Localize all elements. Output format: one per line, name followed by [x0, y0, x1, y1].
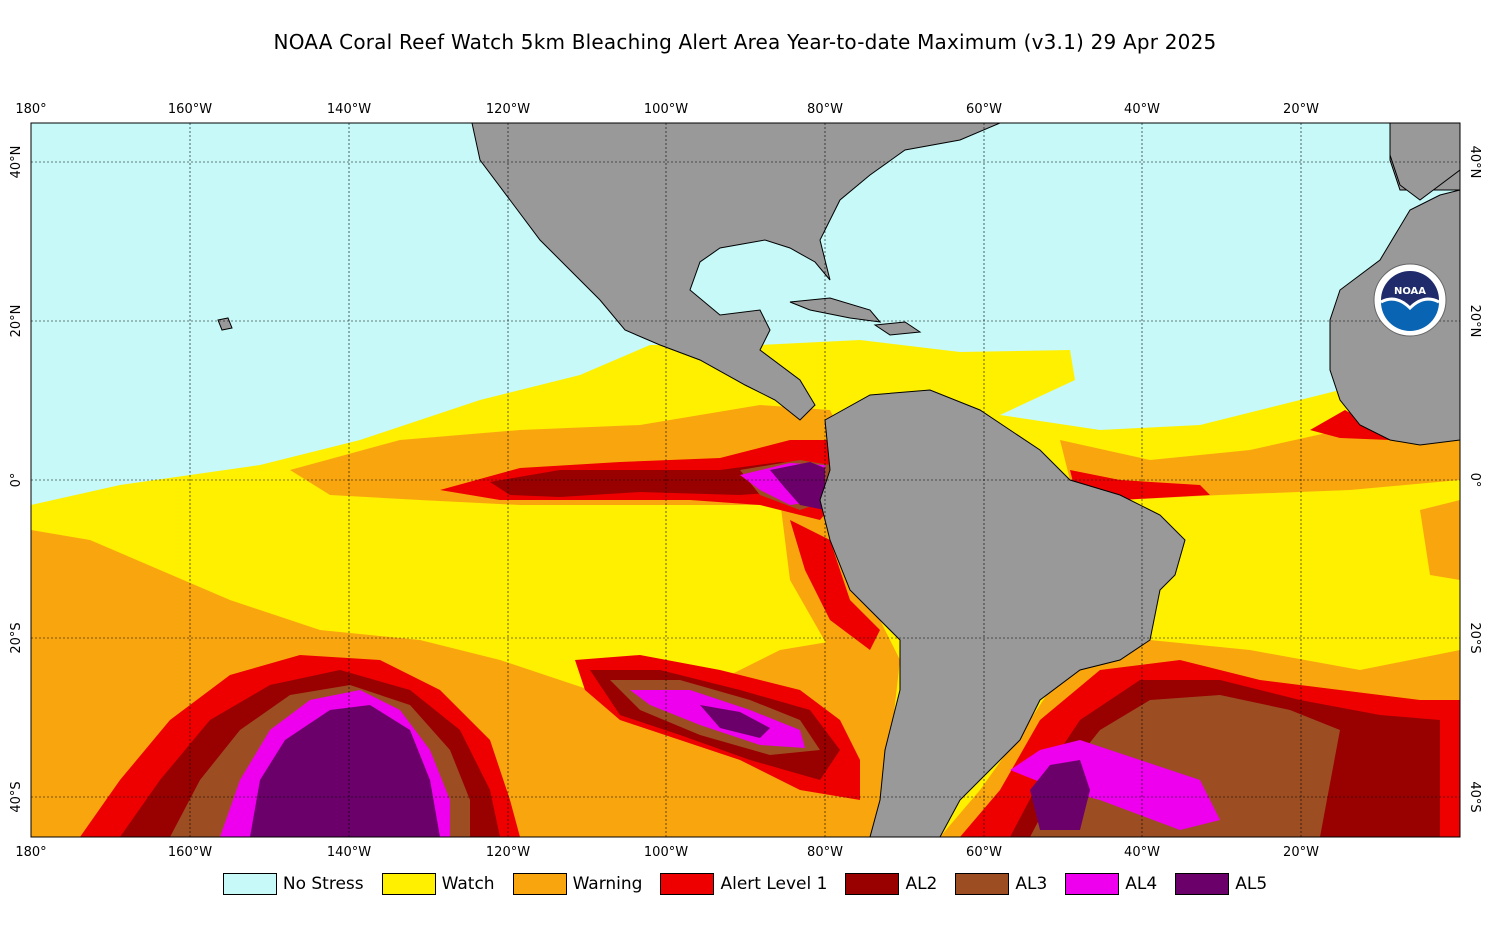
legend-label: AL4 [1125, 874, 1158, 894]
lon-tick-bottom: 140°W [327, 845, 371, 860]
legend-item-alert-level-1: Alert Level 1 [660, 873, 827, 895]
legend-label: Watch [441, 874, 495, 894]
lon-tick-bottom: 40°W [1124, 845, 1160, 860]
legend-swatch [955, 873, 1010, 895]
alert1-region-guinea [1310, 410, 1390, 440]
land-north-america [471, 123, 1001, 421]
lon-tick-top: 160°W [168, 102, 212, 117]
lat-tick-right: 20°N [1467, 305, 1482, 338]
lat-tick-left: 20°S [9, 622, 24, 653]
map-frame [30, 122, 1461, 838]
gridlines [31, 123, 1460, 837]
lon-ticks-bottom: 180° 160°W 140°W 120°W 100°W 80°W 60°W 4… [15, 845, 1319, 860]
legend-swatch [222, 873, 277, 895]
lon-tick-top: 120°W [486, 102, 530, 117]
land-iberia [1389, 123, 1460, 201]
legend-swatch [845, 873, 900, 895]
map-area [31, 123, 1460, 837]
legend-swatch [512, 873, 567, 895]
legend-item-watch: Watch [381, 873, 495, 895]
al4-region-south-atlantic [1010, 740, 1220, 830]
lat-tick-right: 0° [1467, 473, 1482, 488]
lat-tick-left: 40°S [9, 781, 24, 812]
al5-region-southwest [250, 705, 440, 837]
lon-tick-top: 100°W [644, 102, 688, 117]
legend-swatch [1065, 873, 1120, 895]
lat-ticks-left: 40°N 20°N 0° 20°S 40°S [9, 146, 24, 813]
al5-region-south-atlantic [1030, 760, 1090, 830]
noaa-logo-text: NOAA [1394, 286, 1426, 297]
lon-tick-bottom: 180° [15, 845, 46, 860]
map-title: NOAA Coral Reef Watch 5km Bleaching Aler… [273, 30, 1217, 54]
lat-tick-right: 40°N [1467, 146, 1482, 179]
legend-item-no-stress: No Stress [222, 873, 364, 895]
legend-item-al4: AL4 [1065, 873, 1157, 895]
lon-tick-top: 20°W [1283, 102, 1319, 117]
legend-swatch [381, 873, 436, 895]
lon-ticks-top: 180° 160°W 140°W 120°W 100°W 80°W 60°W 4… [15, 102, 1319, 117]
lat-ticks-right: 40°N 20°N 0° 20°S 40°S [1467, 146, 1482, 813]
legend: No Stress Watch Warning Alert Level 1 AL… [0, 870, 1490, 898]
lat-tick-right: 40°S [1467, 781, 1482, 812]
legend-label: AL5 [1235, 874, 1268, 894]
lon-tick-top: 80°W [807, 102, 843, 117]
land-cuba [789, 297, 882, 323]
warning-region-east-atlantic [1420, 500, 1460, 580]
legend-item-al2: AL2 [845, 873, 937, 895]
lat-tick-left: 20°N [9, 305, 24, 338]
lat-tick-left: 40°N [9, 146, 24, 179]
al2-region-equator [490, 462, 820, 497]
legend-label: Warning [572, 874, 643, 894]
lon-tick-top: 180° [15, 102, 46, 117]
lon-tick-top: 140°W [327, 102, 371, 117]
lon-tick-top: 60°W [966, 102, 1002, 117]
legend-item-warning: Warning [512, 873, 643, 895]
land-hispaniola [873, 321, 922, 336]
lon-tick-top: 40°W [1124, 102, 1160, 117]
al5-region-south-central [700, 705, 770, 738]
legend-item-al5: AL5 [1175, 873, 1267, 895]
legend-label: AL2 [905, 874, 938, 894]
lon-tick-bottom: 160°W [168, 845, 212, 860]
legend-swatch [660, 873, 715, 895]
lat-tick-right: 20°S [1467, 622, 1482, 653]
legend-label: Alert Level 1 [720, 874, 828, 894]
al5-region-galapagos [770, 462, 825, 510]
legend-label: No Stress [282, 874, 364, 894]
lon-tick-bottom: 120°W [486, 845, 530, 860]
noaa-logo-icon: NOAA [1373, 263, 1447, 337]
lon-tick-bottom: 20°W [1283, 845, 1319, 860]
legend-item-al3: AL3 [955, 873, 1047, 895]
legend-swatch [1175, 873, 1230, 895]
lon-tick-bottom: 100°W [644, 845, 688, 860]
lon-tick-bottom: 60°W [966, 845, 1002, 860]
lat-tick-left: 0° [9, 473, 24, 488]
legend-label: AL3 [1015, 874, 1048, 894]
alert1-region-peru [790, 520, 880, 650]
land-south-america [819, 389, 1186, 837]
lon-tick-bottom: 80°W [807, 845, 843, 860]
